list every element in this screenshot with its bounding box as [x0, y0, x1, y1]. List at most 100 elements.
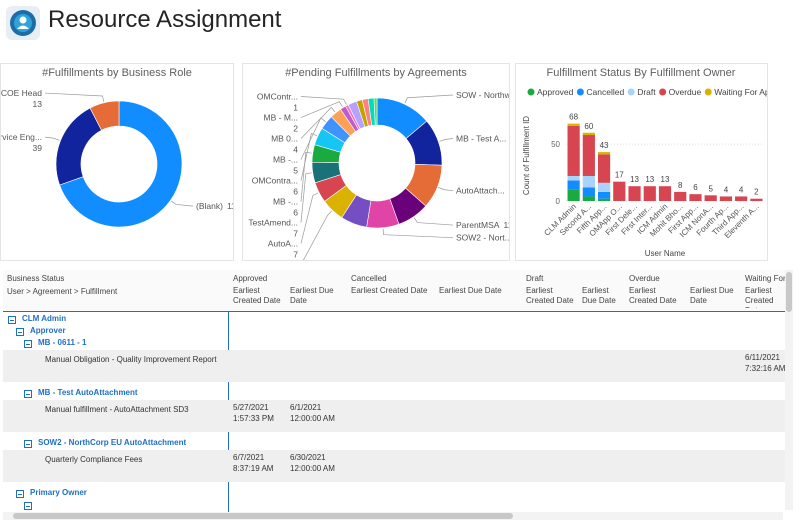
label-value: 7: [293, 229, 298, 239]
bar-segment: [628, 186, 641, 201]
data-label: MB - M... 2: [264, 113, 299, 134]
label-name: Service Eng...: [1, 132, 42, 142]
bar-segment: [582, 132, 595, 136]
label-name: TestAmend...: [248, 218, 298, 228]
total-label: 6: [693, 183, 698, 192]
column-group: Cancelled: [351, 274, 387, 283]
column-header: Earliest Due Date: [439, 286, 502, 295]
expand-toggle[interactable]: [16, 328, 24, 336]
bar-segment: [567, 123, 580, 126]
legend-marker: [704, 88, 712, 96]
group-label: MB - 0611 - 1: [38, 338, 87, 347]
expand-toggle[interactable]: [24, 440, 32, 448]
legend-marker: [659, 88, 667, 96]
chart-title: Fulfillment Status By Fulfillment Owner: [547, 67, 736, 79]
label-name: MB - M...: [264, 113, 298, 123]
group-label: MB - Test AutoAttachment: [38, 388, 138, 397]
chart-panel: #Fulfillments by Business Role (Blank) 119…: [0, 63, 241, 261]
legend-label: Approved: [537, 87, 574, 97]
leader-line: [382, 228, 454, 239]
leader-line: [300, 106, 336, 139]
y-axis-title: Count of Fulfillment ID: [522, 116, 531, 195]
date-value: 12:00:00 AM: [290, 464, 335, 473]
page-title: Resource Assignment: [48, 6, 282, 33]
label-value: 1: [293, 103, 298, 113]
date-value: 12:00:00 AM: [290, 414, 335, 423]
y-tick-label: 50: [551, 140, 560, 149]
total-label: 4: [739, 185, 744, 194]
data-label: OMContra... 6: [252, 176, 299, 197]
leader-line: [300, 117, 326, 160]
bar-segment: [582, 196, 595, 201]
date-value: 5/27/2021: [233, 403, 269, 412]
data-label: MB 0... 4: [271, 134, 298, 155]
bar-segment: [567, 189, 580, 201]
column-header: Earliest Created Date: [745, 286, 774, 308]
date-value: 7:32:16 AM: [745, 364, 785, 373]
expand-toggle[interactable]: [24, 390, 32, 398]
column-group: Overdue: [629, 274, 660, 283]
leader-line: [300, 172, 312, 223]
label-value: 7: [293, 250, 298, 260]
x-axis-title: User Name: [645, 249, 686, 258]
chart-panel: Fulfillment Status By Fulfillment Owner A…: [515, 63, 793, 261]
label-name: COE Head: [1, 88, 42, 98]
expand-toggle[interactable]: [24, 340, 32, 348]
leader-line: [300, 210, 332, 265]
label-name: AutoA...: [268, 239, 298, 249]
total-label: 60: [584, 122, 593, 131]
row-header: User > Agreement > Fulfillment: [7, 287, 118, 296]
label-name: MB 0...: [271, 134, 298, 144]
matrix-table: Business Status User > Agreement > Fulfil…: [3, 270, 785, 512]
header-border: [3, 311, 785, 312]
horizontal-scrollbar[interactable]: [3, 512, 783, 520]
bar-segment: [689, 194, 702, 201]
label-name: AutoAttach...: [456, 186, 505, 196]
total-label: 8: [678, 181, 683, 190]
group-label: SOW2 - NorthCorp EU AutoAttachment: [38, 438, 187, 447]
stacked-bar-chart: Fulfillment Status By Fulfillment Owner A…: [522, 67, 793, 258]
total-label: 13: [645, 175, 654, 184]
label-value: 2: [293, 124, 298, 134]
expand-toggle[interactable]: [16, 490, 24, 498]
label-value: 4: [293, 145, 298, 155]
chart-title: #Fulfillments by Business Role: [42, 67, 192, 79]
label-value: 39: [33, 143, 43, 153]
bar-segment: [597, 152, 611, 155]
bar-segment: [735, 196, 748, 201]
expand-toggle[interactable]: [8, 316, 16, 324]
data-label: Service Eng...39: [1, 132, 42, 153]
group-label: Primary Owner: [30, 488, 87, 497]
bar-segment: [704, 195, 717, 201]
donut-slice: [55, 107, 102, 186]
total-label: 4: [724, 185, 729, 194]
label-value: 6: [293, 208, 298, 218]
bar-segment: [658, 186, 672, 201]
date-value: 1:57:33 PM: [233, 414, 274, 423]
expand-toggle[interactable]: [24, 502, 32, 510]
leader-line: [300, 192, 319, 244]
data-label: TestAmend... 7: [248, 218, 298, 239]
row-bg: [3, 400, 785, 432]
bar-segment: [567, 175, 580, 181]
label-name: MB -...: [273, 197, 298, 207]
column-header: Earliest Created Date: [351, 286, 428, 295]
data-label: MB -... 6: [273, 197, 298, 218]
vertical-scrollbar[interactable]: [785, 270, 793, 510]
leader-line: [300, 151, 312, 202]
leader-line: [404, 94, 454, 104]
column-group: Waiting For Approval: [745, 274, 785, 283]
legend-label: Cancelled: [586, 87, 624, 97]
group-header: Business Status: [7, 274, 65, 283]
data-label: SOW2 - Nort...11: [456, 233, 509, 243]
legend-marker: [527, 88, 535, 96]
leader-line: [171, 200, 194, 207]
total-label: 2: [754, 188, 759, 197]
leader-line: [44, 92, 105, 102]
bar-segment: [719, 196, 733, 201]
legend-label: Waiting For Approval: [714, 87, 767, 97]
row-label: Manual Obligation - Quality Improvement …: [45, 355, 217, 364]
chart-panel: #Pending Fulfillments by Agreements SOW -…: [223, 63, 567, 281]
bar-segment: [597, 198, 611, 201]
column-header: Earliest Due Date: [290, 286, 334, 305]
